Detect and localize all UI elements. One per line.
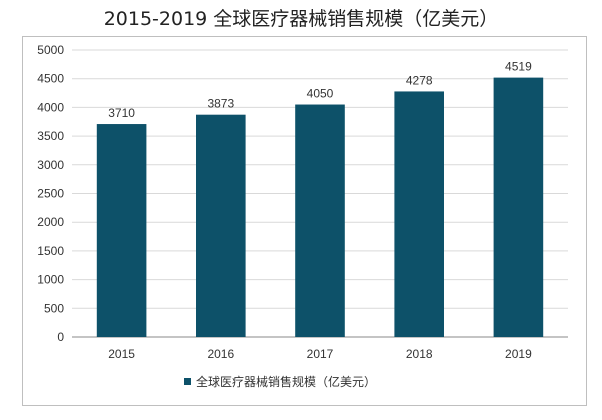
data-label: 4278 [406,73,433,87]
data-label: 3873 [207,97,234,111]
data-label: 3710 [108,106,135,120]
bar [394,91,444,337]
bars [96,77,544,338]
x-axis-ticks: 2015 2016 2017 2018 2019 [108,347,532,361]
legend: 全球医疗器械销售规模（亿美元） [184,374,376,389]
bar [96,124,147,338]
y-tick-label: 4500 [37,72,64,86]
y-tick-label: 1000 [37,273,64,287]
legend-swatch [184,378,191,385]
data-label: 4519 [505,60,532,74]
y-tick-label: 5000 [37,43,64,57]
bar [493,77,544,337]
data-label: 4050 [307,87,334,101]
x-tick-label: 2017 [307,347,334,361]
bar [196,114,246,338]
y-tick-label: 4000 [37,100,64,114]
y-tick-label: 2500 [37,187,64,201]
data-labels: 3710 3873 4050 4278 4519 [108,60,532,120]
legend-label: 全球医疗器械销售规模（亿美元） [196,374,376,389]
y-tick-label: 1500 [37,244,64,258]
chart-title: 2015-2019 全球医疗器械销售规模（亿美元） [103,8,499,30]
y-tick-label: 3500 [37,129,64,143]
x-tick-label: 2015 [108,347,135,361]
y-tick-label: 2000 [37,215,64,229]
x-tick-label: 2018 [406,347,433,361]
x-tick-label: 2016 [207,347,234,361]
y-tick-label: 3000 [37,158,64,172]
bar [295,104,345,337]
y-axis-ticks: 0 500 1000 1500 2000 2500 3000 3500 4000 4500 5000 [37,43,64,344]
x-tick-label: 2019 [505,347,532,361]
y-tick-label: 500 [44,301,64,315]
y-tick-label: 0 [57,330,64,344]
